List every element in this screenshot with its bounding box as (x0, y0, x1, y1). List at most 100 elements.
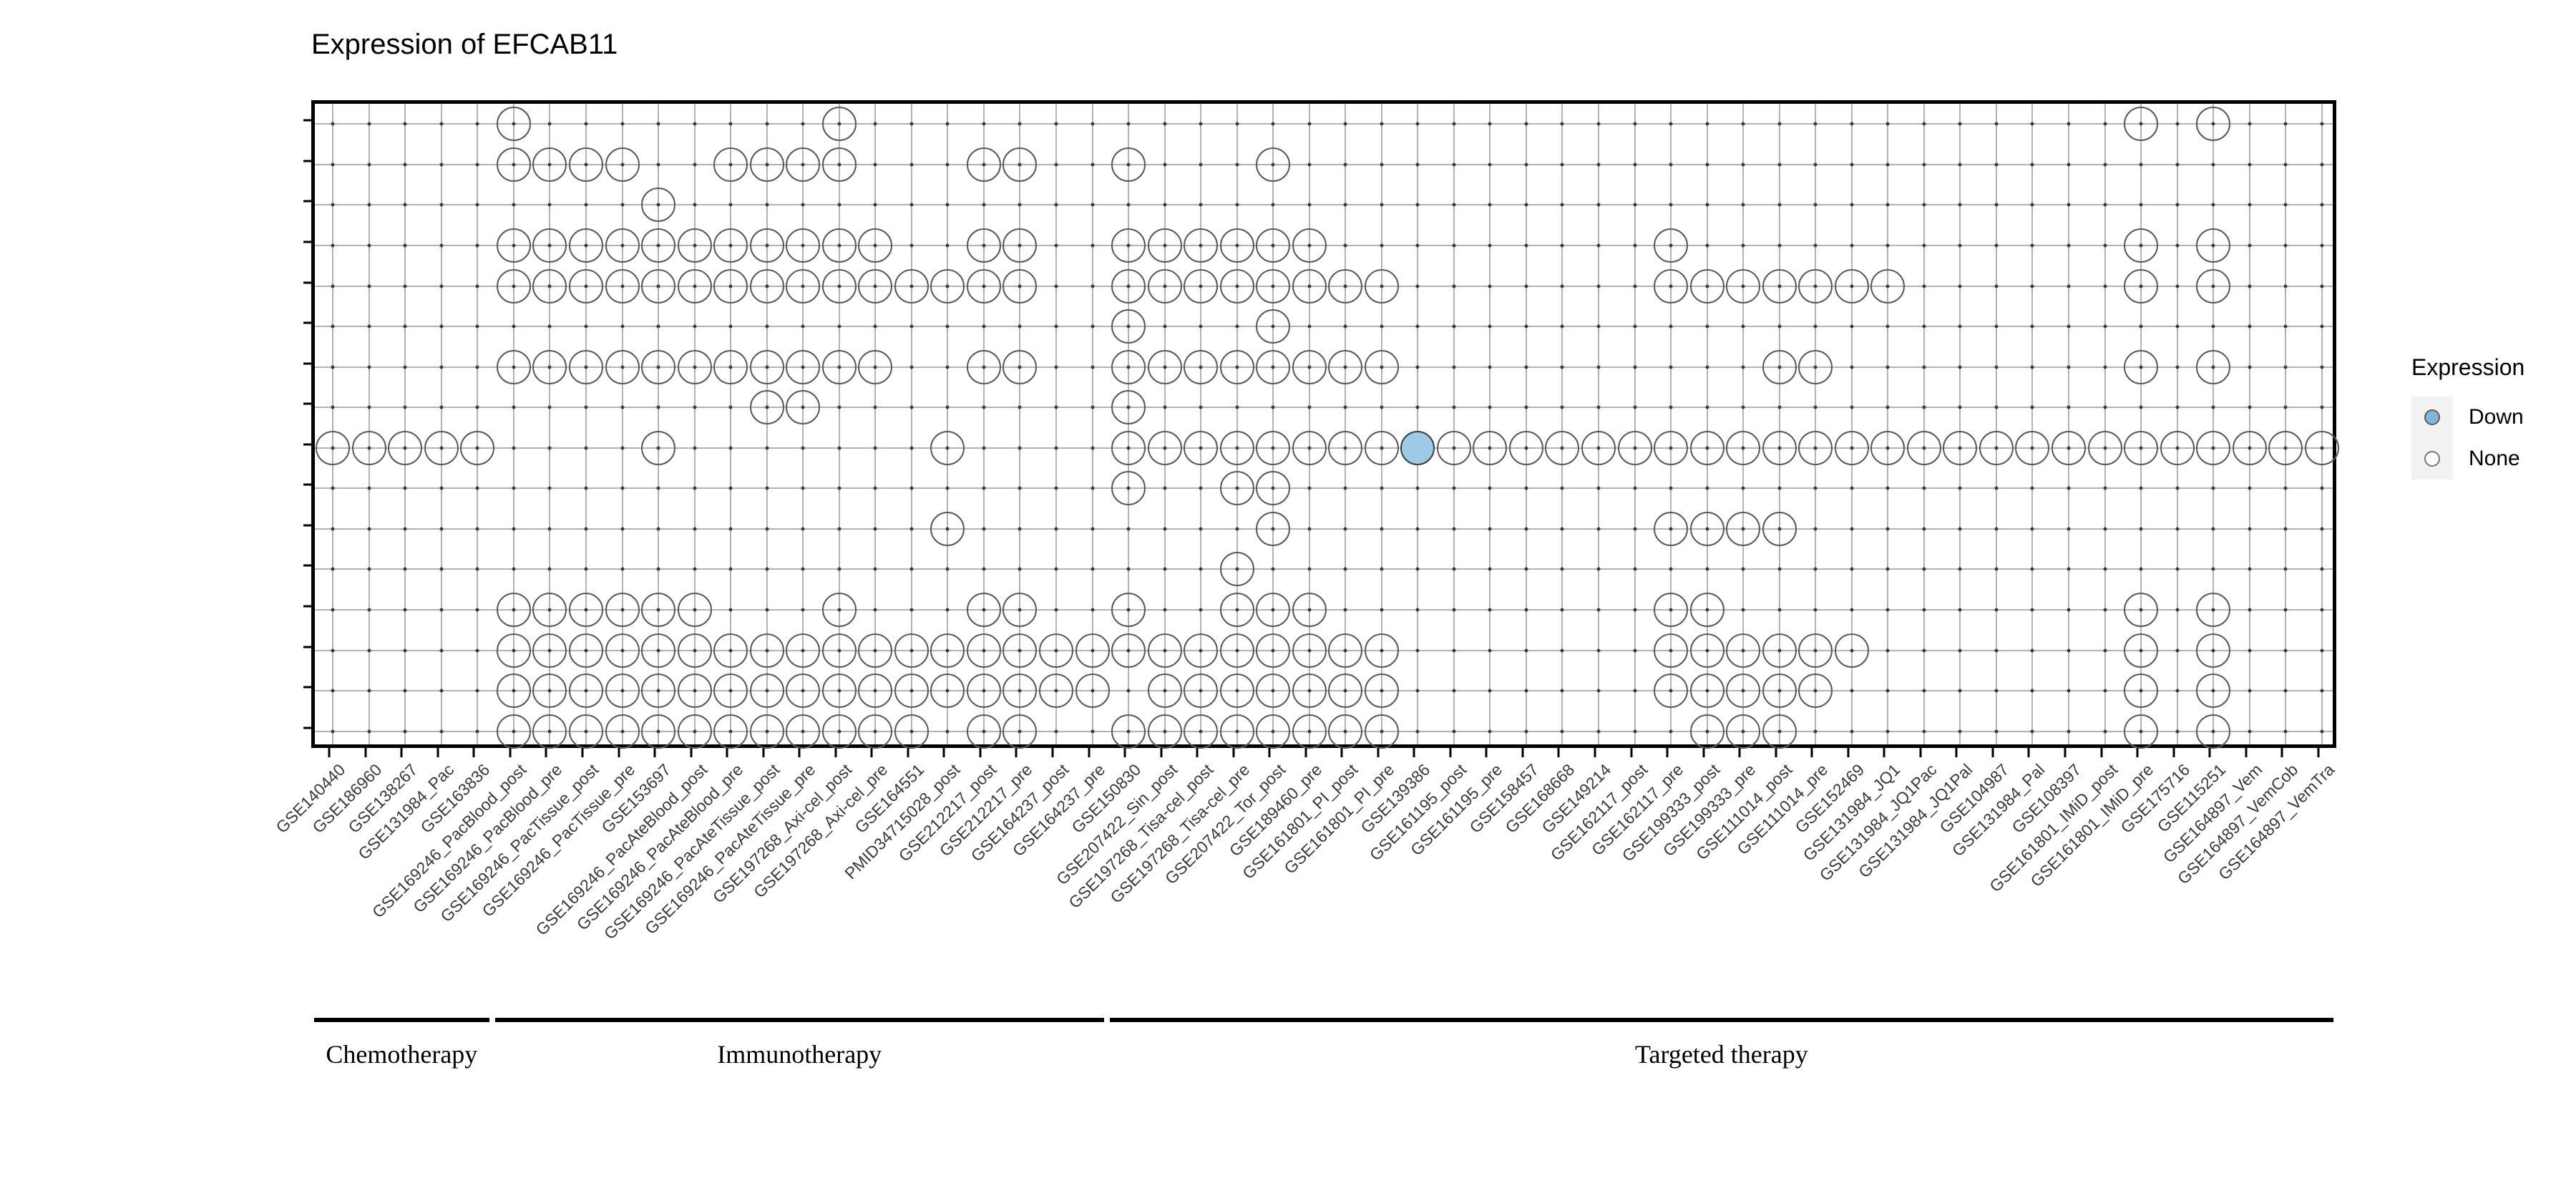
dot-none[interactable] (1328, 633, 1363, 668)
dot-none[interactable] (749, 714, 784, 749)
dot-none[interactable] (894, 633, 929, 668)
dot-none[interactable] (1256, 268, 1291, 303)
dot-none[interactable] (2304, 430, 2339, 465)
dot-none[interactable] (1762, 633, 1797, 668)
dot-none[interactable] (786, 714, 821, 749)
dot-none[interactable] (894, 714, 929, 749)
dot-none[interactable] (1111, 268, 1146, 303)
dot-none[interactable] (786, 633, 821, 668)
dot-none[interactable] (605, 349, 640, 384)
dot-none[interactable] (496, 349, 531, 384)
dot-none[interactable] (641, 430, 676, 465)
dot-none[interactable] (2196, 674, 2231, 709)
dot-none[interactable] (1436, 430, 1471, 465)
dot-none[interactable] (1292, 430, 1327, 465)
dot-none[interactable] (641, 593, 676, 628)
dot-none[interactable] (605, 147, 640, 182)
dot-none[interactable] (1038, 674, 1073, 709)
dot-none[interactable] (1654, 268, 1689, 303)
dot-none[interactable] (1002, 593, 1038, 628)
dot-none[interactable] (786, 674, 821, 709)
dot-none[interactable] (2124, 714, 2159, 749)
dot-none[interactable] (1689, 593, 1724, 628)
dot-none[interactable] (677, 593, 712, 628)
dot-none[interactable] (460, 430, 495, 465)
dot-none[interactable] (1256, 309, 1291, 344)
dot-none[interactable] (641, 674, 676, 709)
dot-none[interactable] (1726, 714, 1761, 749)
legend-item[interactable]: None (2411, 438, 2524, 480)
dot-none[interactable] (1219, 268, 1254, 303)
dot-none[interactable] (966, 349, 1001, 384)
dot-none[interactable] (858, 633, 893, 668)
dot-none[interactable] (1364, 714, 1399, 749)
dot-none[interactable] (966, 147, 1001, 182)
dot-none[interactable] (1726, 430, 1761, 465)
dot-none[interactable] (1256, 147, 1291, 182)
dot-none[interactable] (1111, 430, 1146, 465)
dot-none[interactable] (1002, 147, 1038, 182)
dot-none[interactable] (1508, 430, 1543, 465)
dot-none[interactable] (316, 430, 351, 465)
dot-none[interactable] (677, 674, 712, 709)
dot-none[interactable] (821, 633, 857, 668)
dot-none[interactable] (1798, 349, 1833, 384)
dot-none[interactable] (1219, 430, 1254, 465)
dot-none[interactable] (2124, 674, 2159, 709)
dot-none[interactable] (1762, 511, 1797, 546)
dot-none[interactable] (1219, 593, 1254, 628)
dot-none[interactable] (1111, 471, 1146, 506)
dot-none[interactable] (1798, 430, 1833, 465)
dot-none[interactable] (569, 714, 604, 749)
dot-none[interactable] (786, 349, 821, 384)
dot-none[interactable] (1689, 633, 1724, 668)
dot-none[interactable] (1689, 430, 1724, 465)
dot-none[interactable] (2124, 430, 2159, 465)
dot-none[interactable] (1328, 674, 1363, 709)
dot-none[interactable] (1979, 430, 2014, 465)
dot-none[interactable] (1219, 633, 1254, 668)
dot-none[interactable] (930, 511, 965, 546)
dot-down[interactable] (1400, 430, 1435, 465)
dot-none[interactable] (496, 674, 531, 709)
dot-none[interactable] (1364, 674, 1399, 709)
dot-none[interactable] (2124, 268, 2159, 303)
dot-none[interactable] (1111, 349, 1146, 384)
dot-none[interactable] (1906, 430, 1941, 465)
dot-none[interactable] (1256, 511, 1291, 546)
dot-none[interactable] (821, 228, 857, 263)
dot-none[interactable] (641, 714, 676, 749)
dot-none[interactable] (713, 714, 748, 749)
dot-none[interactable] (1256, 714, 1291, 749)
dot-none[interactable] (569, 674, 604, 709)
dot-none[interactable] (1870, 430, 1906, 465)
dot-none[interactable] (966, 714, 1001, 749)
dot-none[interactable] (2196, 107, 2231, 142)
dot-none[interactable] (858, 714, 893, 749)
dot-none[interactable] (1292, 349, 1327, 384)
dot-none[interactable] (1292, 674, 1327, 709)
dot-none[interactable] (1256, 593, 1291, 628)
dot-none[interactable] (1292, 268, 1327, 303)
dot-none[interactable] (930, 430, 965, 465)
dot-none[interactable] (1147, 349, 1182, 384)
dot-none[interactable] (1256, 228, 1291, 263)
dot-none[interactable] (966, 593, 1001, 628)
dot-none[interactable] (1184, 430, 1219, 465)
dot-none[interactable] (749, 147, 784, 182)
dot-none[interactable] (2196, 349, 2231, 384)
dot-none[interactable] (641, 349, 676, 384)
dot-none[interactable] (713, 147, 748, 182)
dot-none[interactable] (1328, 714, 1363, 749)
dot-none[interactable] (1111, 147, 1146, 182)
dot-none[interactable] (821, 147, 857, 182)
dot-none[interactable] (1689, 714, 1724, 749)
dot-none[interactable] (2015, 430, 2050, 465)
dot-none[interactable] (1654, 674, 1689, 709)
dot-none[interactable] (713, 633, 748, 668)
dot-none[interactable] (1147, 674, 1182, 709)
dot-none[interactable] (677, 633, 712, 668)
dot-none[interactable] (1762, 674, 1797, 709)
dot-none[interactable] (1798, 268, 1833, 303)
dot-none[interactable] (2087, 430, 2122, 465)
